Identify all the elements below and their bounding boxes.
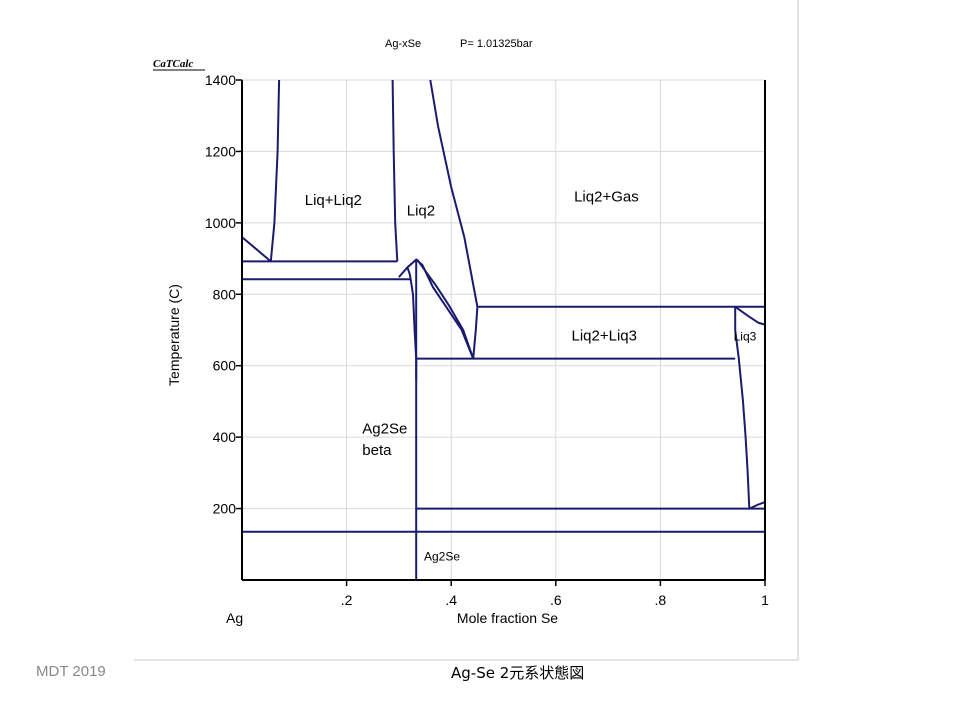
y-tick-label-5: 1200 xyxy=(205,143,236,159)
region-label-5: Ag2Se xyxy=(362,421,407,438)
phase-boundary-6 xyxy=(406,266,418,380)
x-tick-label-2: .6 xyxy=(550,592,562,608)
phase-boundary-3 xyxy=(391,79,399,262)
x-axis-end-label: Ag xyxy=(226,610,243,626)
phase-boundaries xyxy=(241,79,766,580)
footer-credit: MDT 2019 xyxy=(36,663,106,680)
chart-title-pressure: P= 1.01325bar xyxy=(460,38,533,50)
region-label-7: Ag2Se xyxy=(424,549,460,563)
region-label-6: beta xyxy=(362,442,392,459)
phase-boundary-10 xyxy=(429,79,479,307)
phase-boundary-1 xyxy=(269,79,281,262)
phase-boundary-8 xyxy=(416,259,475,359)
chart-title-system: Ag-xSe xyxy=(385,38,421,50)
phase-boundary-0 xyxy=(241,236,272,263)
footer-caption: Ag-Se 2元系状態図 xyxy=(451,664,584,682)
region-label-3: Liq2+Liq3 xyxy=(571,328,636,345)
y-tick-label-2: 600 xyxy=(213,358,237,374)
y-tick-label-1: 400 xyxy=(213,429,237,445)
region-label-1: Liq2 xyxy=(407,203,435,220)
x-axis-title: Mole fraction Se xyxy=(457,610,558,626)
x-tick-label-4: 1 xyxy=(761,592,769,608)
region-label-0: Liq+Liq2 xyxy=(305,192,362,209)
axes xyxy=(236,79,766,586)
y-axis-title: Temperature (C) xyxy=(166,284,182,386)
grid xyxy=(242,79,766,580)
phase-boundary-16 xyxy=(748,501,766,510)
y-tick-label-4: 1000 xyxy=(205,215,236,231)
y-tick-label-3: 800 xyxy=(213,286,237,302)
labels: 200 400 600 800 1000 1200 1400 .2 .4 .6 .8 1 Ag Mole … xyxy=(166,72,769,626)
y-tick-label-6: 1400 xyxy=(205,72,236,88)
region-label-2: Liq2+Gas xyxy=(574,188,639,205)
x-tick-label-3: .8 xyxy=(655,592,667,608)
region-label-4: Liq3 xyxy=(734,330,757,344)
y-tick-label-0: 200 xyxy=(213,501,237,517)
x-tick-label-0: .2 xyxy=(341,592,353,608)
catcalc-logo: CaTCalc xyxy=(153,58,193,70)
phase-boundary-13 xyxy=(734,305,766,326)
x-tick-label-1: .4 xyxy=(445,592,457,608)
phase-boundary-14 xyxy=(734,306,751,509)
phase-boundary-9 xyxy=(472,306,479,359)
